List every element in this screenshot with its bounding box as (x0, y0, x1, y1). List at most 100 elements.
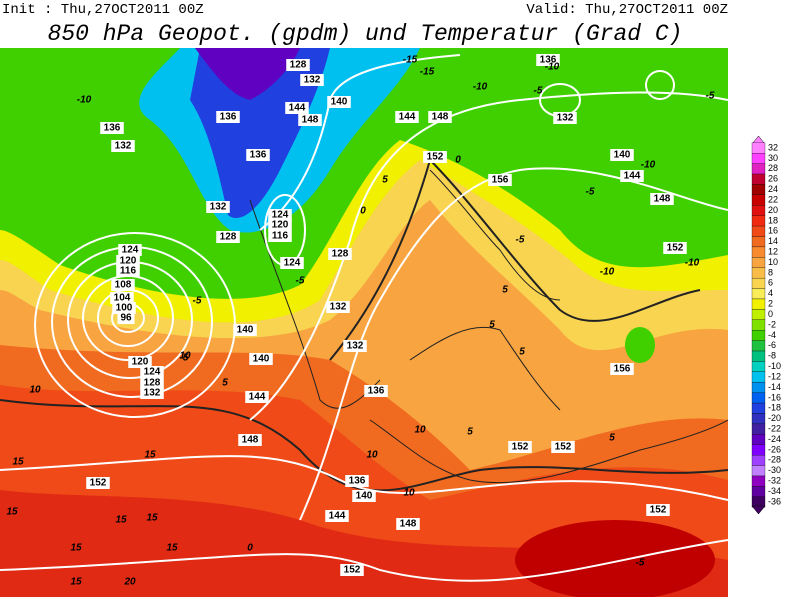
colorbar-label: -34 (768, 486, 781, 496)
temperature-label: -10 (600, 267, 615, 278)
colorbar-label: -36 (768, 496, 781, 506)
geopotential-label: 148 (654, 194, 671, 205)
geopotential-label: 128 (144, 378, 161, 389)
field-blue (190, 48, 330, 218)
label-box (551, 441, 575, 453)
colorbar-segment (751, 486, 766, 497)
geopotential-label: 148 (242, 435, 259, 446)
map-title: 850 hPa Geopot. (gpdm) und Temperatur (G… (48, 21, 683, 47)
colorbar-label: 4 (768, 288, 773, 298)
label-box (86, 477, 110, 489)
label-box (395, 111, 419, 123)
colorbar-segment (751, 184, 766, 196)
temperature-label: 5 (222, 378, 228, 389)
label-box (116, 255, 140, 267)
colorbar-segment (751, 309, 766, 320)
label-box (206, 201, 230, 213)
init-time: Init : Thu,27OCT2011 00Z (2, 2, 204, 18)
label-box (140, 377, 164, 389)
label-box (112, 302, 136, 314)
geopotential-label: 152 (90, 478, 107, 489)
field-violet (195, 48, 300, 100)
colorbar-label: 28 (768, 163, 778, 173)
geopotential-label: 148 (432, 112, 449, 123)
temperature-label: 5 (502, 285, 508, 296)
label-box (100, 122, 124, 134)
label-box (280, 257, 304, 269)
colorbar-label: -30 (768, 465, 781, 475)
geopotential-label: 124 (122, 245, 139, 256)
temperature-label: 15 (70, 577, 82, 588)
label-box (111, 279, 135, 291)
geopotential-label: 116 (272, 231, 289, 242)
label-box (286, 59, 310, 71)
label-box (423, 151, 447, 163)
label-box (345, 475, 369, 487)
colorbar-segment (751, 465, 766, 477)
label-box (300, 74, 324, 86)
temperature-label: 10 (29, 385, 41, 396)
temperature-field (0, 48, 728, 597)
geopotential-label: 132 (347, 341, 364, 352)
colorbar-label: 30 (768, 153, 778, 163)
temperature-label: 10 (366, 450, 378, 461)
colorbar-label: 24 (768, 184, 778, 194)
label-box (216, 231, 240, 243)
colorbar-segment (751, 371, 766, 383)
geopotential-label: 144 (329, 511, 346, 522)
temperature-label: 15 (144, 450, 156, 461)
geopotential-label: 104 (114, 293, 131, 304)
temperature-label: 15 (12, 457, 24, 468)
label-box (216, 111, 240, 123)
label-box (111, 140, 135, 152)
temperature-label: -10 (641, 160, 656, 171)
temperature-label: 5 (489, 320, 495, 331)
label-box (233, 324, 257, 336)
geopotential-label: 136 (250, 150, 267, 161)
geopotential-label: 124 (144, 367, 161, 378)
colorbar-label: -2 (768, 319, 776, 329)
temperature-label: -15 (403, 55, 418, 66)
colorbar-label: 8 (768, 267, 773, 277)
geopotential-label: 152 (650, 505, 667, 516)
colorbar-label: -10 (768, 361, 781, 371)
geopotential-label: 136 (220, 112, 237, 123)
geopotential-label: 144 (289, 103, 306, 114)
label-box (488, 174, 512, 186)
colorbar-label: -24 (768, 434, 781, 444)
geopotential-label: 132 (557, 113, 574, 124)
colorbar-segment (751, 413, 766, 425)
temperature-label: 15 (6, 507, 18, 518)
geopotential-label: 132 (115, 141, 132, 152)
temperature-label: 5 (467, 427, 473, 438)
geopotential-label: 140 (614, 150, 631, 161)
label-box (238, 434, 262, 446)
label-box (650, 193, 674, 205)
colorbar-label: 26 (768, 174, 778, 184)
colorbar-segment (751, 246, 766, 258)
colorbar-segment (751, 392, 766, 404)
geopotential-label: 120 (120, 256, 137, 267)
temperature-label: -10 (473, 82, 488, 93)
colorbar-segment (751, 475, 766, 487)
geopotential-label: 132 (144, 388, 161, 399)
label-box (610, 149, 634, 161)
label-box (325, 510, 349, 522)
label-box (327, 96, 351, 108)
geopotential-label: 124 (272, 210, 289, 221)
colorbar-label: 0 (768, 309, 773, 319)
temperature-label: 15 (166, 543, 178, 554)
label-box (646, 504, 670, 516)
geopotential-label: 136 (349, 476, 366, 487)
geopotential-label: 152 (344, 565, 361, 576)
colorbar-label: 2 (768, 299, 773, 309)
geopotential-label: 128 (290, 60, 307, 71)
geopotential-label: 132 (210, 202, 227, 213)
temperature-label: 0 (360, 206, 366, 217)
label-box (118, 244, 142, 256)
label-box (268, 219, 292, 231)
colorbar-label: -20 (768, 413, 781, 423)
field-dark-red (515, 520, 715, 597)
